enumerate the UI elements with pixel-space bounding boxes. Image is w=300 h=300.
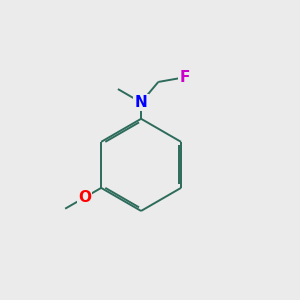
Text: N: N: [135, 95, 148, 110]
Text: O: O: [78, 190, 91, 205]
Text: F: F: [179, 70, 190, 85]
